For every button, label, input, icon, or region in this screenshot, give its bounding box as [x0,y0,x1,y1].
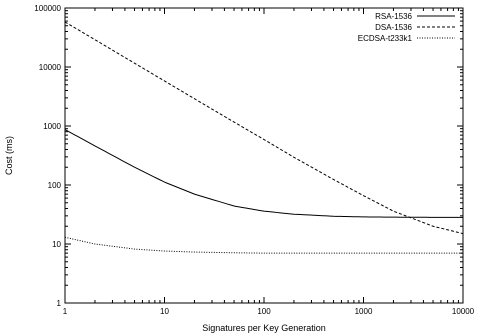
x-tick-label: 1 [63,307,68,316]
series-lines [64,21,464,254]
x-axis-label: Signatures per Key Generation [202,323,326,333]
x-tick-label: 10 [160,307,169,316]
y-tick-label: 100 [48,181,62,190]
series-line-ecdsa-t233k1 [64,236,463,254]
y-tick-label: 10 [52,240,61,249]
plot-frame [64,7,464,304]
legend: RSA-1536 DSA-1536 ECDSA-t233k1 [358,12,455,43]
x-tick-label: 1000 [355,307,373,316]
legend-label: DSA-1536 [375,23,412,32]
legend-label: RSA-1536 [375,12,412,21]
y-axis-label: Cost (ms) [4,136,14,175]
legend-label: ECDSA-t233k1 [358,34,413,43]
x-tick-label: 10000 [452,307,475,316]
axes: 1 10 100 1000 10000 1 10 100 1000 10000 100000 [34,4,474,316]
series-line-dsa-1536 [64,21,464,235]
y-tick-label: 1000 [43,122,61,131]
y-tick-label: 1 [57,299,62,308]
series-line-rsa-1536 [64,129,464,218]
y-tick-label: 100000 [34,4,61,13]
y-tick-label: 10000 [39,63,62,72]
x-tick-label: 100 [257,307,271,316]
